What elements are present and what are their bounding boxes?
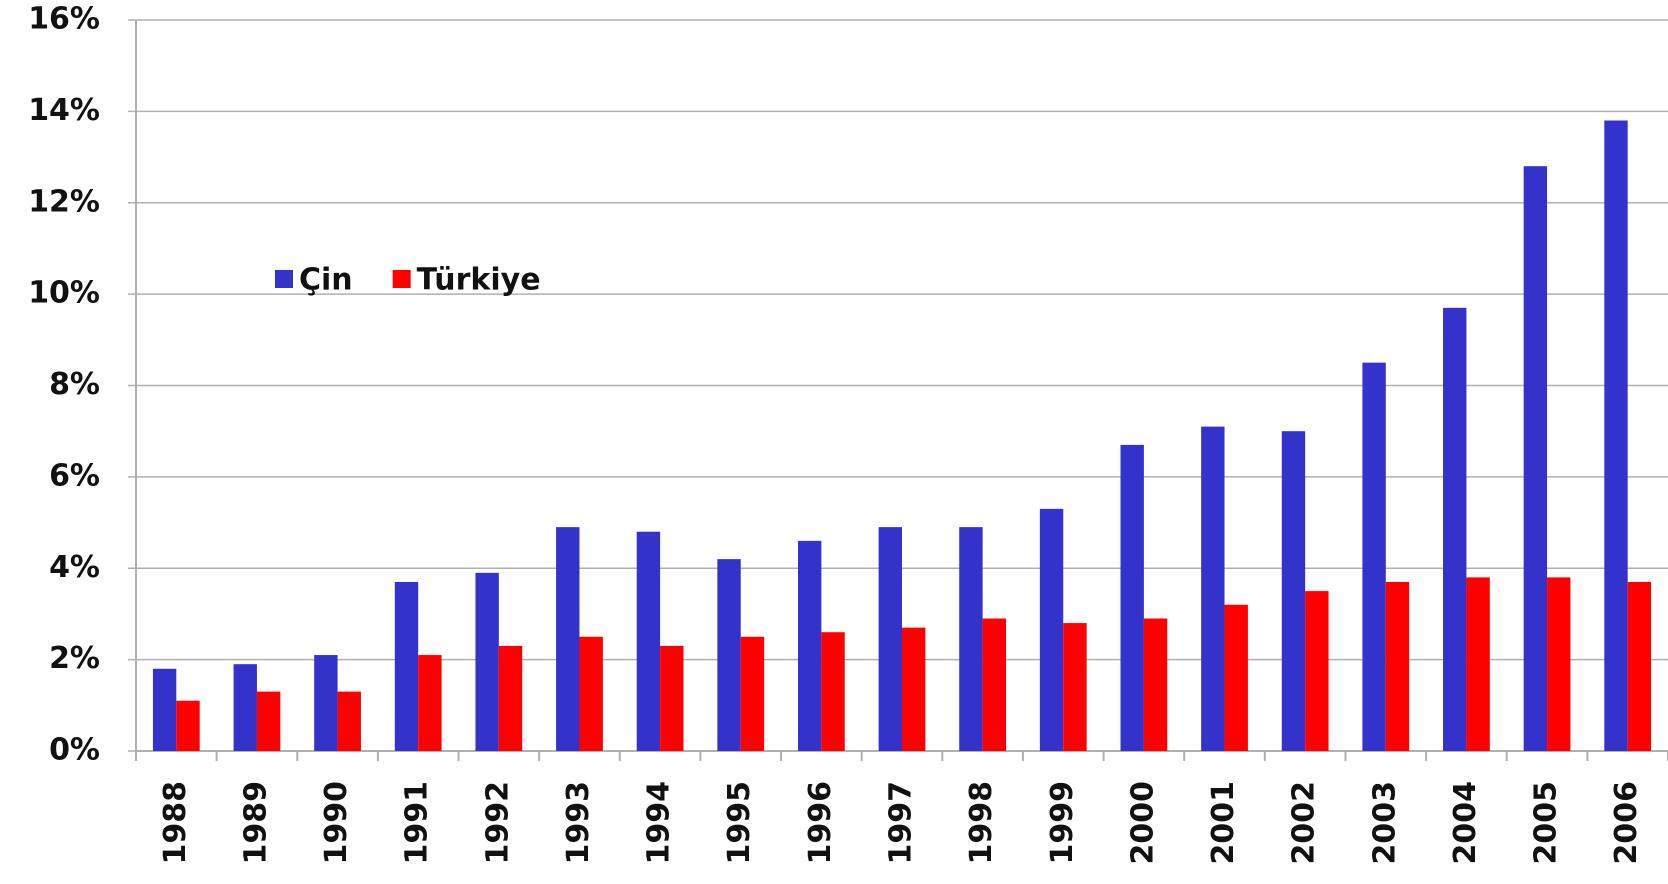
bar [878,527,902,751]
x-tick-label: 1999 [1045,781,1080,865]
bar [660,645,684,751]
bar [1627,581,1652,751]
bar [1224,604,1248,751]
bar [1305,591,1329,751]
x-tick-label: 2002 [1287,781,1322,865]
bar [717,559,741,751]
bar [1201,426,1225,751]
x-tick-label: 1994 [642,781,677,865]
y-tick-label: 10% [28,276,100,311]
y-tick-label: 16% [28,2,100,37]
x-tick-label: 2003 [1367,781,1402,865]
bar [176,700,200,751]
bar [475,572,499,751]
bar [797,540,822,751]
x-tick-label: 1989 [238,781,273,865]
bar [556,527,580,751]
bar [256,691,281,751]
bar [1547,577,1571,751]
x-tick-label: 1996 [803,781,838,865]
bar [902,627,926,751]
x-tick-label: 1995 [722,781,757,865]
bar [233,664,257,751]
bar [394,581,419,751]
bar [1143,618,1168,751]
bar [1523,166,1548,751]
x-tick-label: 2004 [1448,781,1483,865]
bar [982,618,1007,751]
y-tick-label: 8% [49,367,100,402]
x-tick-label: 1993 [561,781,596,865]
bar [1466,577,1490,751]
legend-swatch [275,270,293,288]
bar [314,655,338,751]
x-tick-label: 1997 [884,781,919,865]
legend-swatch [392,270,411,288]
bar [152,668,177,751]
x-tick-label: 1990 [319,781,354,865]
y-tick-label: 4% [49,550,100,585]
bar [636,531,661,751]
bar [337,691,361,751]
legend-label: Türkiye [417,263,541,298]
x-tick-label: 1991 [400,781,435,865]
bar [740,636,765,751]
bar [498,645,523,751]
bar [418,655,442,751]
bar [1120,444,1144,751]
bar [579,636,603,751]
x-tick-label: 2000 [1125,781,1160,865]
x-tick-label: 1998 [964,781,999,865]
x-tick-label: 2006 [1609,781,1644,865]
bar [1281,431,1306,751]
bar [1362,362,1386,751]
bar [1063,623,1087,751]
x-tick-label: 2001 [1206,781,1241,865]
x-tick-label: 1992 [480,781,515,865]
x-tick-label: 2005 [1529,781,1564,865]
x-tick-label: 1988 [158,781,193,865]
bar [959,527,983,751]
y-tick-label: 6% [49,458,100,493]
y-tick-label: 12% [28,184,100,219]
y-tick-label: 0% [49,733,100,768]
legend-label: Çin [299,263,353,298]
bar [1443,307,1467,751]
bar [1604,120,1628,751]
bar [821,632,845,751]
y-tick-label: 2% [49,641,100,676]
bar [1385,581,1410,751]
y-tick-label: 14% [28,93,100,128]
bar [1039,508,1064,751]
